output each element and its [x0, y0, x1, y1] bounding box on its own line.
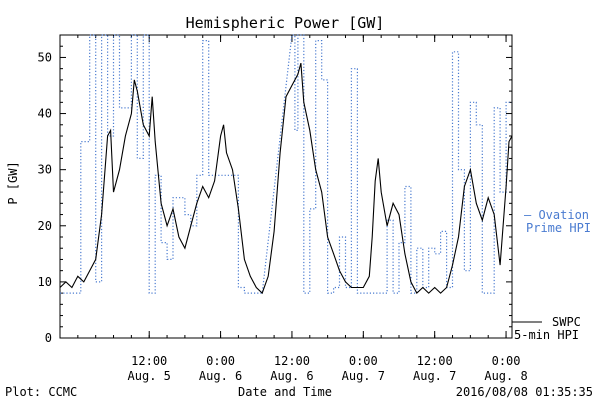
series-swpc-line	[59, 62, 513, 295]
chart-title: Hemispheric Power [GW]	[186, 14, 385, 32]
x-tick-label-date: Aug. 6	[199, 369, 242, 383]
x-tick-label-time: 12:00	[417, 354, 453, 368]
x-tick-label-time: 12:00	[274, 354, 310, 368]
legend-swpc-line1: SWPC	[552, 315, 581, 329]
x-tick-label-time: 0:00	[206, 354, 235, 368]
y-tick-label: 40	[38, 107, 52, 121]
legend-ovation: — Ovation Prime HPI	[524, 208, 591, 235]
y-tick-label: 20	[38, 219, 52, 233]
legend-ovation-line1: — Ovation	[524, 208, 589, 222]
x-tick-label-date: Aug. 8	[484, 369, 527, 383]
series-ovation-line	[60, 34, 512, 294]
legend-swpc: SWPC 5-min HPI	[512, 315, 581, 342]
y-axis-ticks: 0 10 20 30 40 50	[38, 34, 512, 345]
y-axis-label: P [GW]	[6, 161, 20, 204]
x-tick-label-time: 0:00	[349, 354, 378, 368]
y-tick-label: 0	[45, 331, 52, 345]
legend-ovation-line2: Prime HPI	[526, 221, 591, 235]
x-tick-label-time: 12:00	[131, 354, 167, 368]
footer-x-axis-label: Date and Time	[238, 385, 332, 399]
plot-frame	[59, 34, 513, 339]
y-tick-label: 30	[38, 163, 52, 177]
footer-plot-source: Plot: CCMC	[5, 385, 77, 399]
legend-swpc-line2: 5-min HPI	[514, 328, 579, 342]
series-layer	[59, 34, 513, 295]
x-tick-label-date: Aug. 7	[413, 369, 456, 383]
y-tick-label: 10	[38, 275, 52, 289]
footer-timestamp: 2016/08/08 01:35:35	[456, 385, 593, 399]
x-tick-label-date: Aug. 7	[342, 369, 385, 383]
x-tick-label-date: Aug. 5	[128, 369, 171, 383]
x-tick-label-time: 0:00	[492, 354, 521, 368]
x-tick-label-date: Aug. 6	[270, 369, 313, 383]
y-tick-label: 50	[38, 50, 52, 64]
